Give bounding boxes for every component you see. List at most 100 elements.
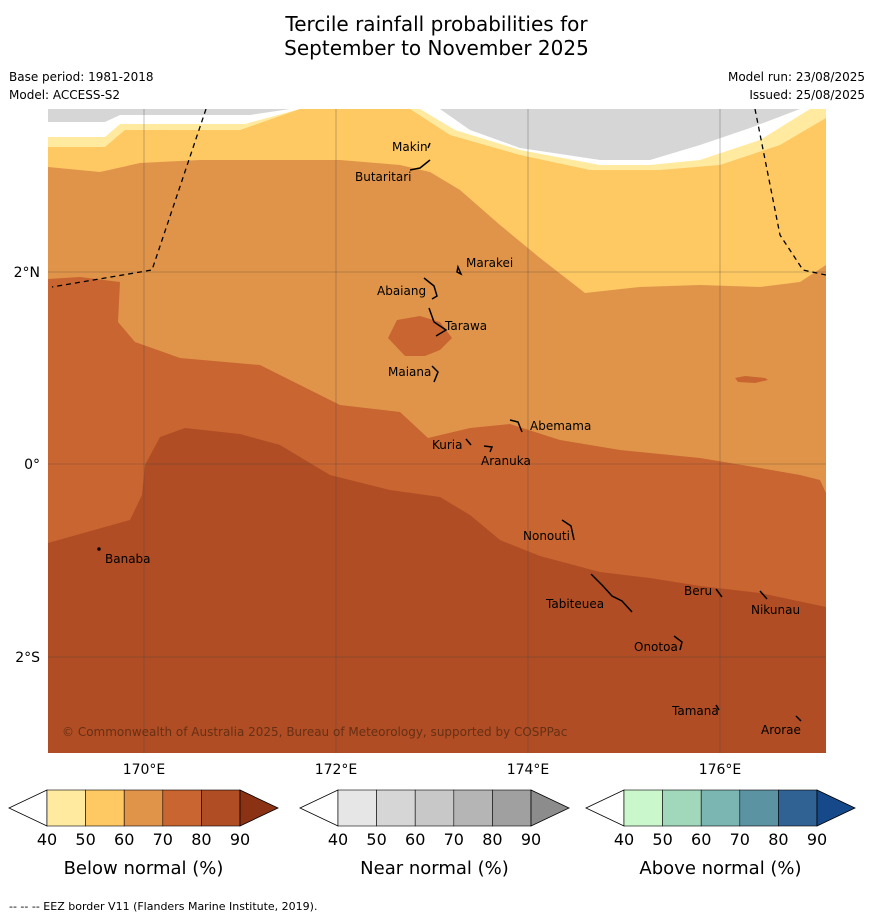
below-70-80-patch-tarawa [388, 316, 452, 356]
island-makin [427, 142, 431, 149]
above-colorbar-tick: 80 [768, 830, 788, 849]
near-colorbar-tick: 60 [405, 830, 425, 849]
near-colorbar-tick: 90 [521, 830, 541, 849]
below-colorbar-tick: 50 [75, 830, 95, 849]
above-colorbar-segment [623, 789, 663, 827]
near-colorbar-tick: 70 [444, 830, 464, 849]
label-makin: Makin [392, 140, 428, 154]
above-colorbar-tick: 50 [652, 830, 672, 849]
lon-label-172: 172°E [315, 762, 358, 778]
above-colorbar-tick: 40 [614, 830, 634, 849]
island-beru [715, 588, 723, 598]
island-onotoa [673, 635, 683, 651]
model-run: Model run: 23/08/2025 [727, 70, 865, 84]
below-colorbar-segment [46, 789, 86, 827]
label-tamana: Tamana [671, 704, 719, 718]
near-colorbar-tick: 80 [482, 830, 502, 849]
lat-label-2s: 2°S [15, 650, 40, 666]
island-marakei [456, 264, 463, 276]
near-colorbar-tick: 40 [328, 830, 348, 849]
label-arorae: Arorae [761, 723, 801, 737]
island-nonouti [561, 519, 575, 541]
eez-border [51, 109, 826, 288]
near-colorbar-segment [337, 789, 377, 827]
label-tabiteuea: Tabiteuea [545, 597, 604, 611]
below-colorbar-tick: 90 [230, 830, 250, 849]
above-colorbar-tick: 90 [807, 830, 827, 849]
near-colorbar-segment [414, 789, 455, 827]
island-tarawa [428, 307, 448, 337]
place-labels: Makin Butaritari Marakei Abaiang Tarawa … [105, 140, 801, 737]
island-butaritari [409, 159, 431, 171]
colorbar-group: 40 50 60 70 80 90 Below normal (%) 40 50 60 70 80 90… [8, 789, 856, 879]
label-aranuka: Aranuka [481, 454, 531, 468]
label-maiana: Maiana [388, 365, 431, 379]
below-colorbar-segment [201, 789, 241, 827]
island-banaba [97, 547, 101, 551]
title-line-2: September to November 2025 [284, 36, 589, 60]
above-colorbar-label: Above normal (%) [639, 858, 801, 879]
model-name: Model: ACCESS-S2 [9, 88, 121, 102]
meta-right: Model run: 23/08/2025 Issued: 25/08/2025 [728, 68, 865, 104]
label-kuria: Kuria [432, 438, 463, 452]
above-colorbar-segment [739, 789, 779, 827]
island-maiana [431, 365, 439, 383]
label-banaba: Banaba [105, 552, 151, 566]
lat-label-0: 0° [24, 457, 40, 473]
below-normal-colorbar: 40 50 60 70 80 90 Below normal (%) [8, 789, 279, 879]
meta-left: Base period: 1981-2018 Model: ACCESS-S2 [9, 68, 154, 104]
below-colorbar-low-extension [8, 789, 48, 827]
base-period: Base period: 1981-2018 [9, 70, 154, 84]
island-kuria [465, 438, 472, 446]
above-colorbar-segment [662, 789, 702, 827]
page-title: Tercile rainfall probabilities for Septe… [0, 12, 873, 60]
island-arorae [795, 715, 802, 722]
lon-label-176: 176°E [699, 762, 742, 778]
copyright-notice: © Commonwealth of Australia 2025, Bureau… [62, 725, 567, 739]
below-colorbar-segment [85, 789, 125, 827]
above-colorbar-high-extension [816, 789, 856, 827]
label-nonouti: Nonouti [523, 529, 570, 543]
below-colorbar-segment [162, 789, 202, 827]
near-colorbar-segment [492, 789, 532, 827]
label-nikunau: Nikunau [751, 603, 800, 617]
below-colorbar-tick: 70 [153, 830, 173, 849]
near-colorbar-segment [376, 789, 416, 827]
lon-label-174: 174°E [507, 762, 550, 778]
above-colorbar-tick: 70 [730, 830, 750, 849]
graticule [48, 109, 826, 753]
island-abaiang [423, 277, 438, 300]
below-colorbar-high-extension [239, 789, 279, 827]
island-aranuka [483, 445, 494, 453]
axis-labels: 2°N 0° 2°S 170°E 172°E 174°E 176°E [14, 265, 742, 778]
above-colorbar-segment [778, 789, 818, 827]
below-colorbar-label: Below normal (%) [64, 858, 224, 879]
above-colorbar-tick: 60 [691, 830, 711, 849]
near-colorbar-high-extension [530, 789, 570, 827]
near-colorbar-low-extension [299, 789, 339, 827]
island-tabiteuea [590, 573, 633, 613]
lon-label-170: 170°E [123, 762, 166, 778]
label-beru: Beru [684, 584, 712, 598]
label-tarawa: Tarawa [444, 319, 487, 333]
below-colorbar-tick: 60 [114, 830, 134, 849]
below-70-80-patch-east [735, 376, 768, 383]
island-nikunau [759, 590, 768, 600]
island-tamana [715, 704, 720, 711]
label-onotoa: Onotoa [634, 640, 678, 654]
lat-label-2n: 2°N [14, 265, 40, 281]
near-normal-colorbar: 40 50 60 70 80 90 Near normal (%) [299, 789, 570, 879]
label-butaritari: Butaritari [355, 170, 412, 184]
label-abaiang: Abaiang [377, 284, 426, 298]
eez-footer-note: -- -- -- EEZ border V11 (Flanders Marine… [9, 900, 318, 913]
label-abemama: Abemama [530, 419, 591, 433]
below-80-90 [48, 428, 826, 753]
issued-date: Issued: 25/08/2025 [749, 88, 865, 102]
above-colorbar-low-extension [585, 789, 625, 827]
map-fill-layer: Makin Butaritari Marakei Abaiang Tarawa … [48, 109, 826, 753]
below-colorbar-tick: 40 [37, 830, 57, 849]
label-marakei: Marakei [466, 256, 513, 270]
above-colorbar-segment [700, 789, 741, 827]
below-colorbar-tick: 80 [191, 830, 211, 849]
